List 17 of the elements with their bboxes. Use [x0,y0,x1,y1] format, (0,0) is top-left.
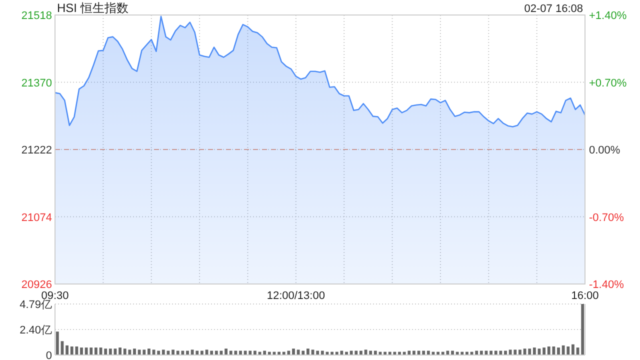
y-tick-label: 21518 [21,10,52,22]
chart-title: HSI 恒生指数 [57,1,128,15]
y-tick-label: 21222 [21,144,52,156]
y2-tick-label: 0.00% [589,144,620,156]
x-tick-label: 16:00 [571,290,599,302]
y-tick-label: 21370 [21,77,52,90]
y-tick-label: 4.79亿 [20,299,52,311]
y-tick-label: 2.40亿 [20,324,52,336]
x-tick-label: 12:00/13:00 [266,290,325,302]
y-tick-label: 21074 [21,212,52,224]
y2-tick-label: -0.70% [589,212,624,224]
annotation: 02-07 16:08 [524,3,583,15]
y2-tick-label: +1.40% [589,10,627,22]
y-tick-label: 20926 [21,279,52,291]
y-tick-label: 0 [46,350,52,360]
y2-tick-label: +0.70% [589,77,627,90]
y2-tick-label: -1.40% [589,279,624,291]
